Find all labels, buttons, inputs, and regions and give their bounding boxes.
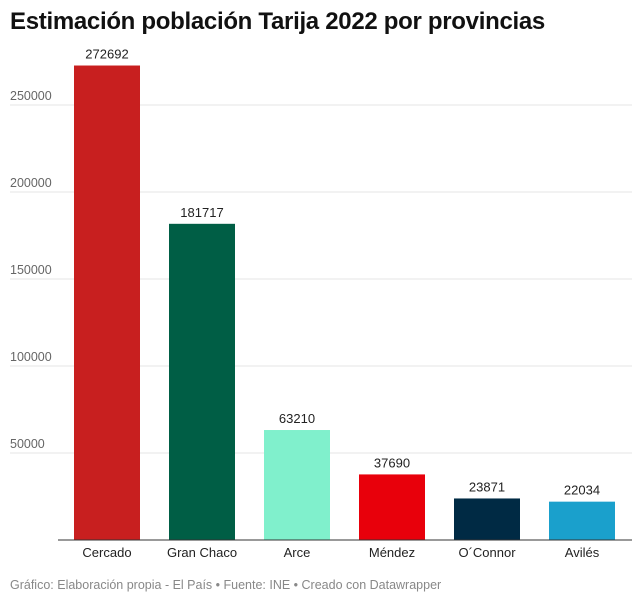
bar-value-label: 22034 [564,483,600,498]
bar [169,223,235,540]
value-labels: 272692 181717 63210 37690 23871 22034 [85,47,600,498]
bar [454,498,520,540]
y-tick-label: 200000 [10,176,52,190]
y-tick-label: 250000 [10,89,52,103]
bar-value-label: 63210 [279,411,315,426]
y-tick-label: 50000 [10,437,45,451]
x-category-label: Arce [284,545,311,560]
x-category-label: Cercado [82,545,131,560]
source-footer: Gráfico: Elaboración propia - El País • … [10,578,442,592]
bar-value-label: 181717 [180,205,223,220]
bar [264,430,330,540]
x-category-label: Gran Chaco [167,545,237,560]
bar-value-label: 23871 [469,479,505,494]
y-axis: 50000 100000 150000 200000 250000 [10,89,52,451]
bar [359,474,425,540]
bar [74,65,140,540]
bar-value-label: 37690 [374,455,410,470]
chart-title: Estimación población Tarija 2022 por pro… [10,8,545,35]
bar [549,501,615,540]
x-category-label: O´Connor [458,545,516,560]
bar-value-label: 272692 [85,47,128,62]
x-axis: Cercado Gran Chaco Arce Méndez O´Connor Avilé… [58,539,632,560]
bars [74,65,615,540]
y-tick-label: 150000 [10,263,52,277]
x-category-label: Méndez [369,545,415,560]
y-tick-label: 100000 [10,350,52,364]
x-category-label: Avilés [565,545,600,560]
